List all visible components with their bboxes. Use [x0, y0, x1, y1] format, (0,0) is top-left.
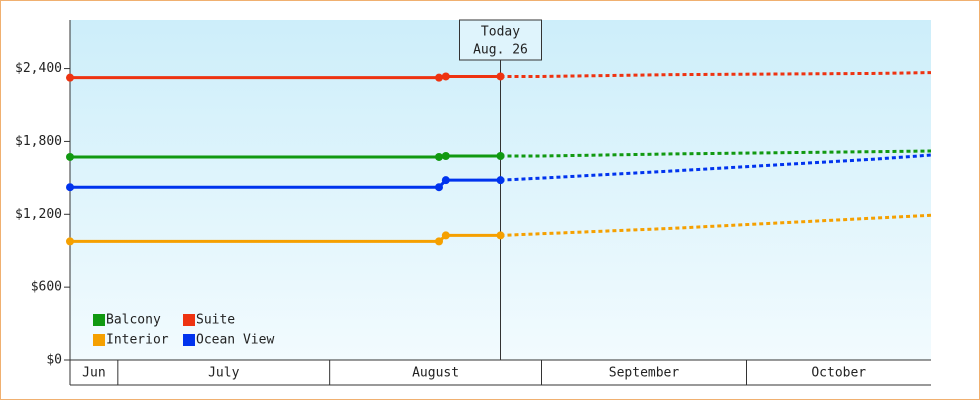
legend-swatch: [183, 334, 195, 346]
legend-label: Balcony: [106, 313, 161, 328]
point: [435, 152, 443, 161]
legend-swatch: [93, 314, 105, 326]
point: [66, 73, 74, 82]
legend-label: Interior: [106, 333, 169, 348]
legend-label: Ocean View: [196, 333, 274, 348]
legend-swatch: [183, 314, 195, 326]
point: [435, 237, 443, 246]
history-line: [70, 233, 501, 243]
point: [496, 231, 505, 240]
point: [66, 237, 74, 246]
today-date: Aug. 26: [473, 43, 528, 58]
y-tick-label: $600: [31, 280, 62, 295]
forecast-line: [500, 149, 932, 158]
x-tick-label: August: [412, 366, 459, 381]
history-line: [70, 178, 501, 189]
point: [496, 72, 505, 81]
point: [435, 73, 443, 82]
today-label: Today: [481, 25, 520, 40]
legend-label: Suite: [196, 313, 235, 328]
y-tick-label: $2,400: [15, 61, 62, 76]
point: [496, 152, 505, 160]
point: [441, 231, 450, 240]
point: [496, 176, 505, 185]
legend-swatch: [93, 334, 105, 346]
forecast-line: [500, 153, 932, 182]
y-tick-label: $1,800: [15, 134, 62, 149]
point: [66, 152, 74, 161]
point: [441, 176, 450, 185]
x-tick-label: Jun: [82, 366, 105, 381]
x-tick-label: September: [609, 366, 680, 381]
forecast-line: [500, 213, 932, 237]
forecast-line: [500, 71, 932, 78]
y-tick-label: $1,200: [15, 207, 62, 222]
x-tick-label: October: [811, 366, 866, 381]
y-tick-label: $0: [46, 353, 62, 368]
today-box: [459, 19, 542, 61]
point: [435, 183, 443, 192]
point: [441, 72, 450, 81]
point: [66, 183, 74, 192]
x-tick-label: July: [208, 366, 239, 381]
point: [441, 152, 450, 160]
